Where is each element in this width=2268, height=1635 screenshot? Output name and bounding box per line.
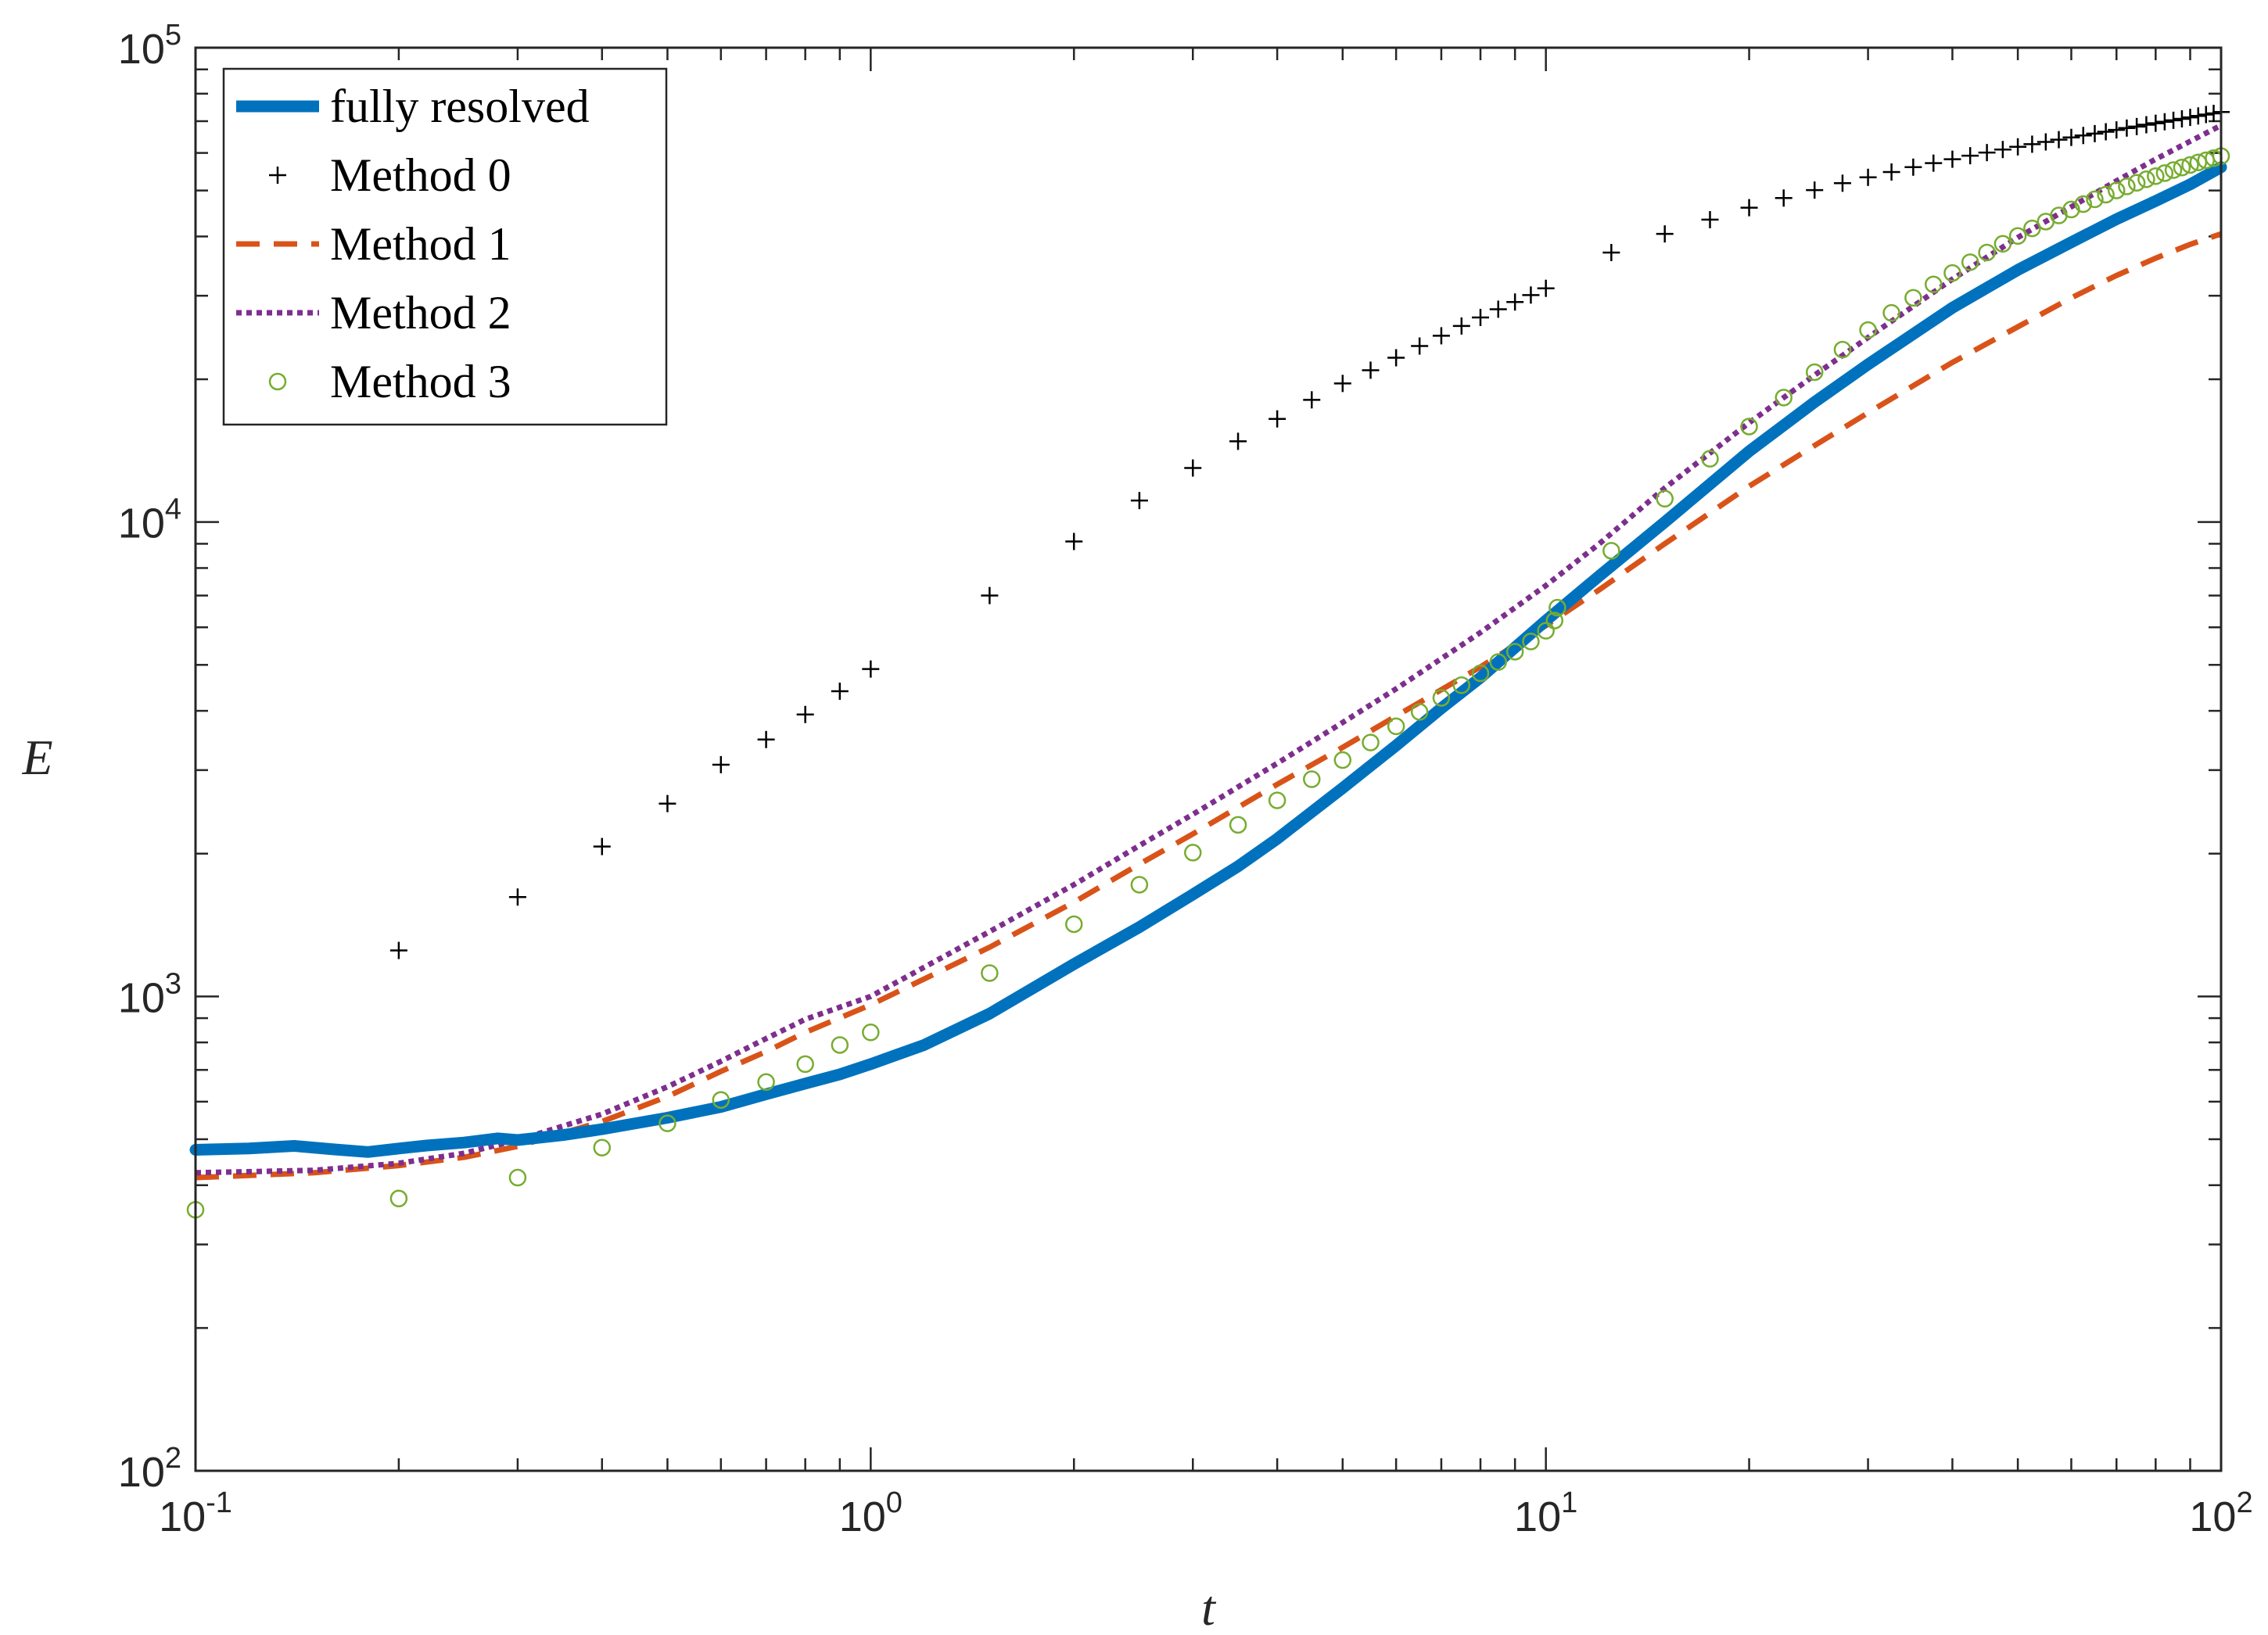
x-tick-label: 100 bbox=[839, 1486, 903, 1540]
data-point bbox=[2097, 185, 2115, 204]
data-point bbox=[1410, 703, 1429, 721]
data-point bbox=[1978, 243, 1996, 262]
x-tick-label: 102 bbox=[2189, 1486, 2252, 1540]
data-point bbox=[2127, 174, 2146, 192]
data-point bbox=[1432, 689, 1451, 707]
legend-entry: Method 2 bbox=[236, 287, 511, 339]
legend-swatch bbox=[268, 372, 287, 391]
data-point bbox=[1387, 717, 1405, 736]
legend-entry: Method 0 bbox=[269, 149, 511, 201]
data-point bbox=[1333, 751, 1352, 769]
data-point bbox=[1548, 598, 1566, 617]
y-tick-label: 105 bbox=[118, 19, 181, 73]
data-point bbox=[831, 1036, 849, 1054]
series-layer bbox=[186, 103, 2230, 1219]
x-tick-label: 10-1 bbox=[159, 1486, 232, 1540]
data-point bbox=[1268, 791, 1287, 809]
data-point bbox=[1701, 450, 1719, 468]
data-point bbox=[1833, 340, 1852, 359]
data-point bbox=[2173, 158, 2191, 177]
data-point bbox=[2074, 195, 2093, 213]
data-point bbox=[1961, 253, 1979, 271]
data-point bbox=[981, 964, 999, 982]
data-point bbox=[1775, 389, 1793, 407]
data-point bbox=[1993, 235, 2012, 253]
data-point bbox=[1537, 622, 1555, 640]
x-axis-label: t bbox=[1201, 1580, 1217, 1635]
data-point bbox=[2155, 164, 2174, 182]
data-point bbox=[1882, 303, 1900, 322]
data-point bbox=[2108, 181, 2126, 199]
series-fully-resolved bbox=[189, 161, 2227, 1158]
data-point bbox=[659, 1114, 676, 1132]
legend-box bbox=[222, 67, 668, 426]
data-point bbox=[1545, 611, 1563, 629]
legend-entry: fully resolved bbox=[236, 81, 590, 132]
legend-label: fully resolved bbox=[330, 81, 590, 132]
data-point bbox=[1740, 418, 1758, 436]
y-tick-label: 102 bbox=[118, 1442, 181, 1496]
data-point bbox=[1303, 770, 1321, 788]
data-point bbox=[1924, 275, 1943, 293]
series-method-3 bbox=[186, 147, 2230, 1219]
data-point bbox=[2118, 177, 2136, 195]
data-point bbox=[1505, 643, 1524, 661]
series-method-1 bbox=[195, 231, 2223, 1181]
data-point bbox=[1805, 363, 1824, 382]
data-point bbox=[1130, 876, 1149, 894]
data-point bbox=[1362, 733, 1380, 751]
data-point bbox=[1229, 816, 1247, 834]
legend-entry: Method 3 bbox=[268, 356, 511, 407]
series-line bbox=[189, 161, 2227, 1158]
legend-label: Method 1 bbox=[330, 218, 511, 270]
data-point bbox=[2086, 190, 2104, 209]
data-point bbox=[1656, 489, 1674, 508]
data-point bbox=[1489, 653, 1507, 671]
legend-label: Method 2 bbox=[330, 287, 511, 339]
data-point bbox=[1183, 844, 1202, 862]
y-axis-label: E bbox=[21, 730, 52, 785]
data-point bbox=[862, 1024, 880, 1042]
series-method-2 bbox=[195, 123, 2223, 1176]
data-point bbox=[796, 1055, 814, 1074]
series-line bbox=[195, 231, 2223, 1181]
data-point bbox=[1602, 542, 1620, 560]
data-point bbox=[1471, 664, 1490, 683]
axis-ticks bbox=[196, 48, 2221, 1471]
data-point bbox=[2008, 227, 2027, 246]
data-point bbox=[757, 1073, 775, 1092]
data-point bbox=[508, 1168, 527, 1187]
data-point bbox=[2181, 156, 2199, 174]
legend: fully resolved Method 0 Method 1 Method 2 Me… bbox=[222, 67, 668, 426]
x-tick-label: 101 bbox=[1514, 1486, 1577, 1540]
series-method-0 bbox=[389, 103, 2230, 959]
data-point bbox=[712, 1091, 730, 1109]
y-tick-label: 103 bbox=[118, 967, 181, 1021]
legend-label: Method 0 bbox=[330, 149, 511, 201]
data-point bbox=[2023, 219, 2041, 238]
data-point bbox=[2137, 170, 2155, 188]
data-point bbox=[389, 1189, 408, 1208]
data-point bbox=[593, 1138, 612, 1156]
legend-label: Method 3 bbox=[330, 356, 511, 407]
data-point bbox=[2062, 200, 2080, 219]
data-point bbox=[2147, 167, 2165, 185]
data-point bbox=[1904, 289, 1922, 307]
tick-labels: 10-1 100 101 102 102 103 104 105 bbox=[118, 19, 2253, 1540]
data-point bbox=[1522, 633, 1540, 651]
data-point bbox=[1064, 915, 1083, 934]
series-line bbox=[195, 123, 2223, 1176]
legend-entry: Method 1 bbox=[236, 218, 511, 270]
data-point bbox=[1859, 321, 1877, 339]
data-point bbox=[1943, 264, 1961, 282]
y-tick-label: 104 bbox=[118, 493, 181, 547]
data-point bbox=[1452, 676, 1471, 694]
data-point bbox=[2164, 161, 2183, 179]
plot-frame bbox=[194, 46, 2223, 1472]
